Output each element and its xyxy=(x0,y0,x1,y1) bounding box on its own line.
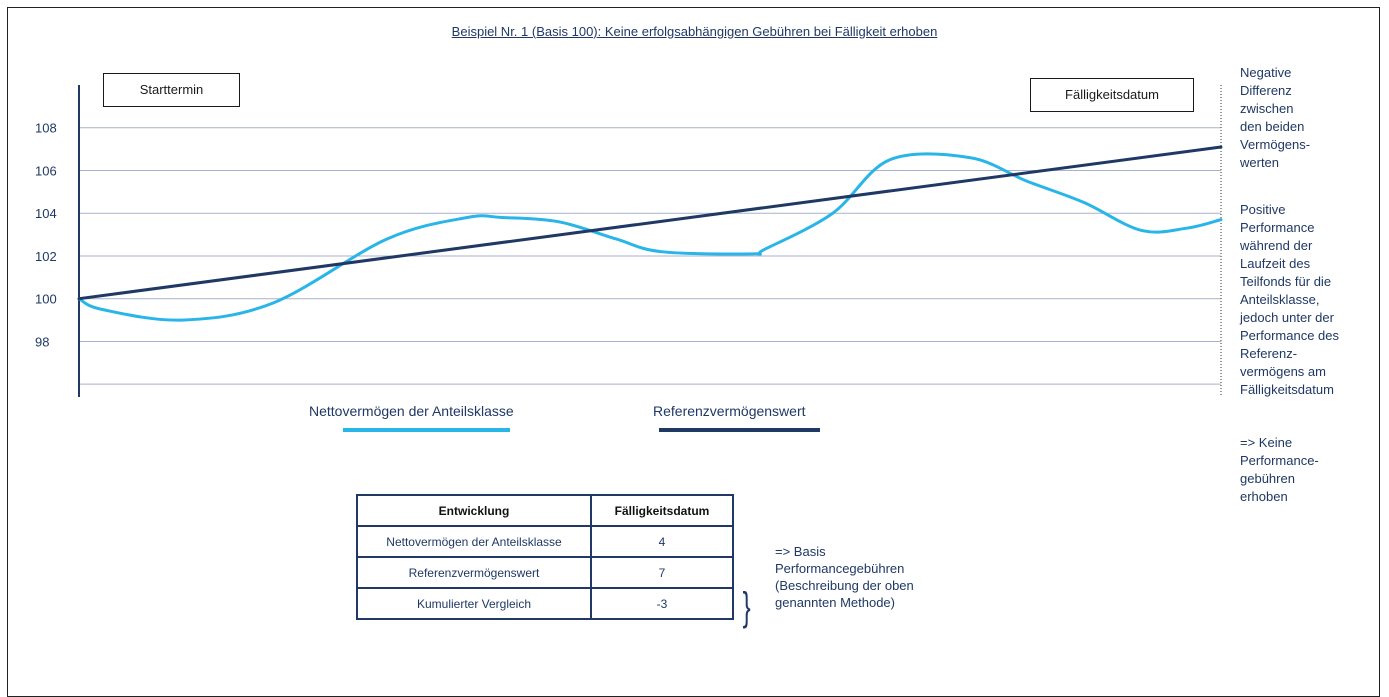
table-cell: Kumulierter Vergleich xyxy=(356,587,592,620)
start-date-label: Starttermin xyxy=(103,73,240,107)
y-tick-label: 100 xyxy=(35,292,57,307)
y-tick-label: 104 xyxy=(35,206,57,221)
table-note: => Basis Performancegebühren (Beschreibu… xyxy=(775,544,914,610)
conclusion-note: => Keine Performance- gebühren erhoben xyxy=(1240,435,1319,504)
maturity-date-label: Fälligkeitsdatum xyxy=(1030,78,1194,112)
table-header-cell: Entwicklung xyxy=(356,494,592,527)
legend-swatch-net-assets xyxy=(343,428,510,432)
brace-icon: } xyxy=(742,585,751,629)
table-header-row: Entwicklung Fälligkeitsdatum xyxy=(356,494,734,527)
development-table: Entwicklung Fälligkeitsdatum Nettovermög… xyxy=(356,494,734,620)
table-row: Referenzvermögenswert 7 xyxy=(356,556,734,589)
table-cell: 7 xyxy=(590,556,734,589)
table-row: Nettovermögen der Anteilsklasse 4 xyxy=(356,525,734,558)
legend-label-net-assets: Nettovermögen der Anteilsklasse xyxy=(309,403,514,419)
table-cell: 4 xyxy=(590,525,734,558)
y-tick-label: 108 xyxy=(35,121,57,136)
table-cell: Nettovermögen der Anteilsklasse xyxy=(356,525,592,558)
table-row: Kumulierter Vergleich -3 xyxy=(356,587,734,620)
legend-label-reference: Referenzvermögenswert xyxy=(653,403,806,419)
series-line-reference xyxy=(77,145,1223,301)
y-tick-label: 102 xyxy=(35,249,57,264)
table-cell: -3 xyxy=(590,587,734,620)
chart-title: Beispiel Nr. 1 (Basis 100): Keine erfolg… xyxy=(451,24,938,39)
negative-difference-note: Negative Differenz zwischen den beiden V… xyxy=(1240,65,1311,170)
table-cell: Referenzvermögenswert xyxy=(356,556,592,589)
table-header-cell: Fälligkeitsdatum xyxy=(590,494,734,527)
y-tick-label: 106 xyxy=(35,163,57,178)
legend-swatch-reference xyxy=(659,428,820,432)
y-tick-label: 98 xyxy=(35,334,49,349)
positive-performance-note: Positive Performance während der Laufzei… xyxy=(1240,202,1339,397)
series-line-net-assets xyxy=(77,152,1223,322)
